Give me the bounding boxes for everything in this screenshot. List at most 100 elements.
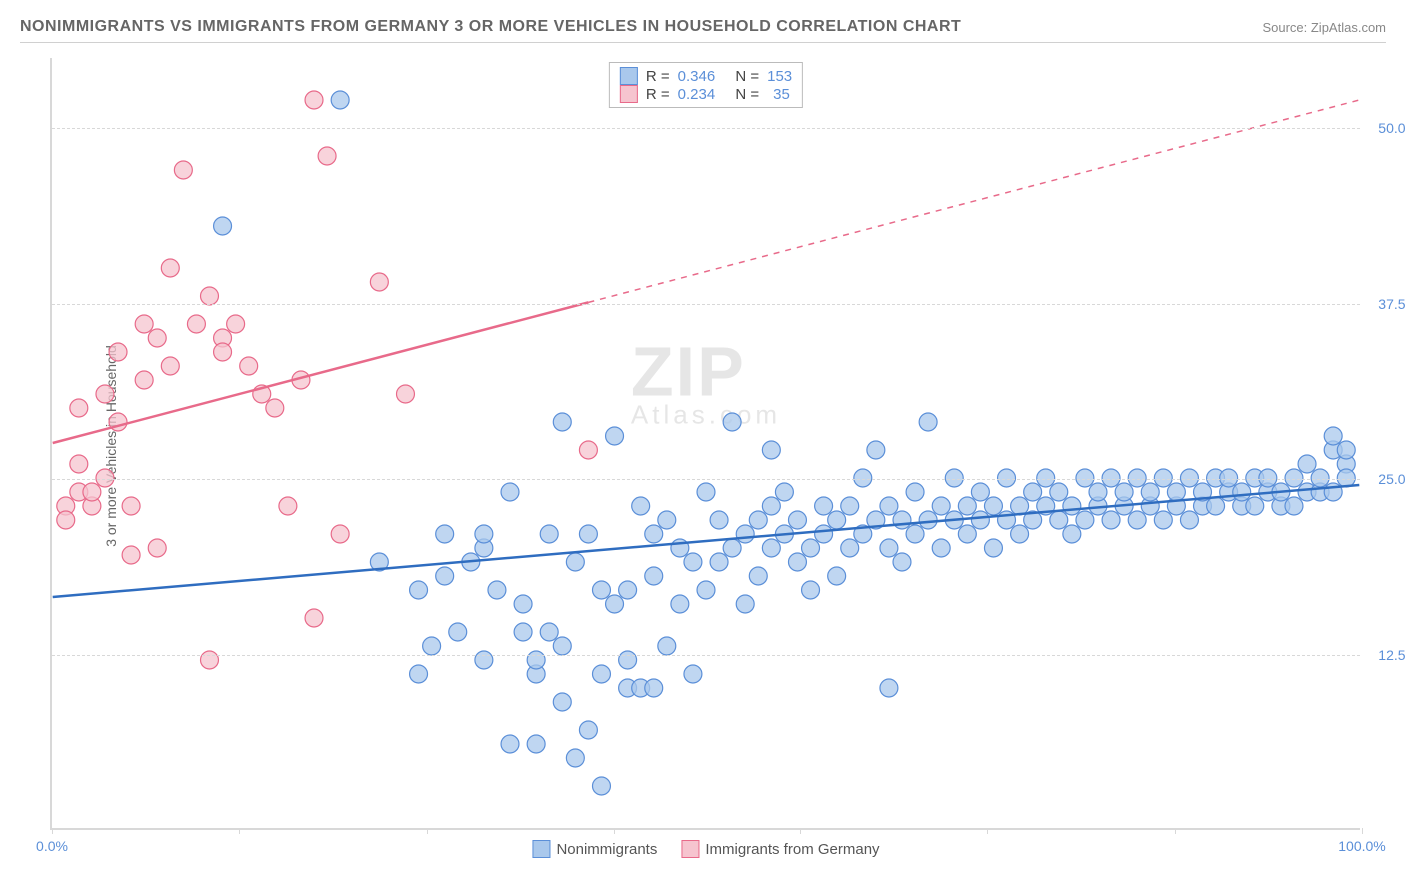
- scatter-point: [788, 553, 806, 571]
- r-label: R =: [646, 86, 670, 103]
- scatter-point: [540, 525, 558, 543]
- scatter-point: [161, 357, 179, 375]
- stats-row-blue: R = 0.346 N = 153: [620, 67, 792, 85]
- scatter-point: [645, 525, 663, 543]
- scatter-point: [135, 315, 153, 333]
- scatter-point: [70, 399, 88, 417]
- x-tick: [427, 828, 428, 834]
- scatter-point: [514, 623, 532, 641]
- scatter-point: [501, 483, 519, 501]
- scatter-point: [331, 91, 349, 109]
- scatter-point: [579, 721, 597, 739]
- scatter-point: [841, 539, 859, 557]
- scatter-point: [514, 595, 532, 613]
- scatter-point: [971, 483, 989, 501]
- scatter-point: [1167, 483, 1185, 501]
- scatter-point: [984, 497, 1002, 515]
- scatter-point: [802, 539, 820, 557]
- n-value-blue: 153: [767, 68, 792, 85]
- scatter-point: [318, 147, 336, 165]
- x-tick: [1175, 828, 1176, 834]
- scatter-point: [919, 511, 937, 529]
- scatter-point: [645, 679, 663, 697]
- scatter-point: [1141, 483, 1159, 501]
- scatter-point: [1298, 455, 1316, 473]
- scatter-point: [632, 497, 650, 515]
- scatter-point: [710, 511, 728, 529]
- legend-label-blue: Nonimmigrants: [556, 841, 657, 858]
- scatter-point: [57, 511, 75, 529]
- scatter-point: [788, 511, 806, 529]
- scatter-point: [880, 539, 898, 557]
- scatter-point: [423, 637, 441, 655]
- legend-item-pink: Immigrants from Germany: [681, 840, 879, 858]
- scatter-point: [592, 665, 610, 683]
- scatter-point: [1311, 469, 1329, 487]
- scatter-point: [606, 427, 624, 445]
- scatter-point: [867, 441, 885, 459]
- scatter-point: [1207, 497, 1225, 515]
- scatter-point: [736, 595, 754, 613]
- scatter-point: [762, 441, 780, 459]
- scatter-point: [436, 525, 454, 543]
- scatter-point: [893, 553, 911, 571]
- trendline-pink-solid: [53, 302, 589, 443]
- correlation-stats-box: R = 0.346 N = 153 R = 0.234 N = 35: [609, 62, 803, 108]
- scatter-point: [984, 539, 1002, 557]
- n-value-pink: 35: [767, 86, 790, 103]
- scatter-point: [501, 735, 519, 753]
- scatter-point: [762, 539, 780, 557]
- scatter-point: [579, 525, 597, 543]
- scatter-point: [1337, 469, 1355, 487]
- scatter-point: [710, 553, 728, 571]
- scatter-point: [1102, 469, 1120, 487]
- x-tick-label-max: 100.0%: [1338, 838, 1385, 854]
- scatter-point: [122, 546, 140, 564]
- scatter-svg: [52, 58, 1360, 828]
- scatter-point: [1285, 469, 1303, 487]
- scatter-point: [266, 399, 284, 417]
- scatter-point: [553, 693, 571, 711]
- scatter-point: [410, 665, 428, 683]
- source-label: Source: ZipAtlas.com: [1262, 20, 1386, 35]
- n-label: N =: [735, 68, 759, 85]
- legend-item-blue: Nonimmigrants: [532, 840, 657, 858]
- scatter-point: [998, 469, 1016, 487]
- scatter-point: [1128, 469, 1146, 487]
- y-tick-label: 37.5%: [1378, 296, 1406, 312]
- scatter-point: [449, 623, 467, 641]
- scatter-point: [1050, 511, 1068, 529]
- x-tick: [239, 828, 240, 834]
- scatter-point: [187, 315, 205, 333]
- scatter-point: [331, 525, 349, 543]
- n-label: N =: [735, 86, 759, 103]
- scatter-point: [148, 329, 166, 347]
- scatter-point: [1011, 525, 1029, 543]
- scatter-point: [736, 525, 754, 543]
- scatter-point: [579, 441, 597, 459]
- scatter-point: [436, 567, 454, 585]
- scatter-point: [815, 497, 833, 515]
- scatter-point: [122, 497, 140, 515]
- scatter-point: [958, 497, 976, 515]
- scatter-point: [854, 469, 872, 487]
- scatter-point: [174, 161, 192, 179]
- x-tick-label-min: 0.0%: [36, 838, 68, 854]
- scatter-point: [305, 609, 323, 627]
- scatter-point: [645, 567, 663, 585]
- scatter-point: [971, 511, 989, 529]
- scatter-point: [1233, 483, 1251, 501]
- scatter-point: [1180, 469, 1198, 487]
- scatter-point: [697, 483, 715, 501]
- x-tick: [800, 828, 801, 834]
- scatter-point: [475, 525, 493, 543]
- scatter-point: [227, 315, 245, 333]
- gridline: [52, 128, 1360, 129]
- x-tick: [987, 828, 988, 834]
- chart-container: NONIMMIGRANTS VS IMMIGRANTS FROM GERMANY…: [0, 0, 1406, 892]
- scatter-point: [279, 497, 297, 515]
- scatter-point: [606, 595, 624, 613]
- r-label: R =: [646, 68, 670, 85]
- scatter-point: [1259, 469, 1277, 487]
- scatter-point: [723, 413, 741, 431]
